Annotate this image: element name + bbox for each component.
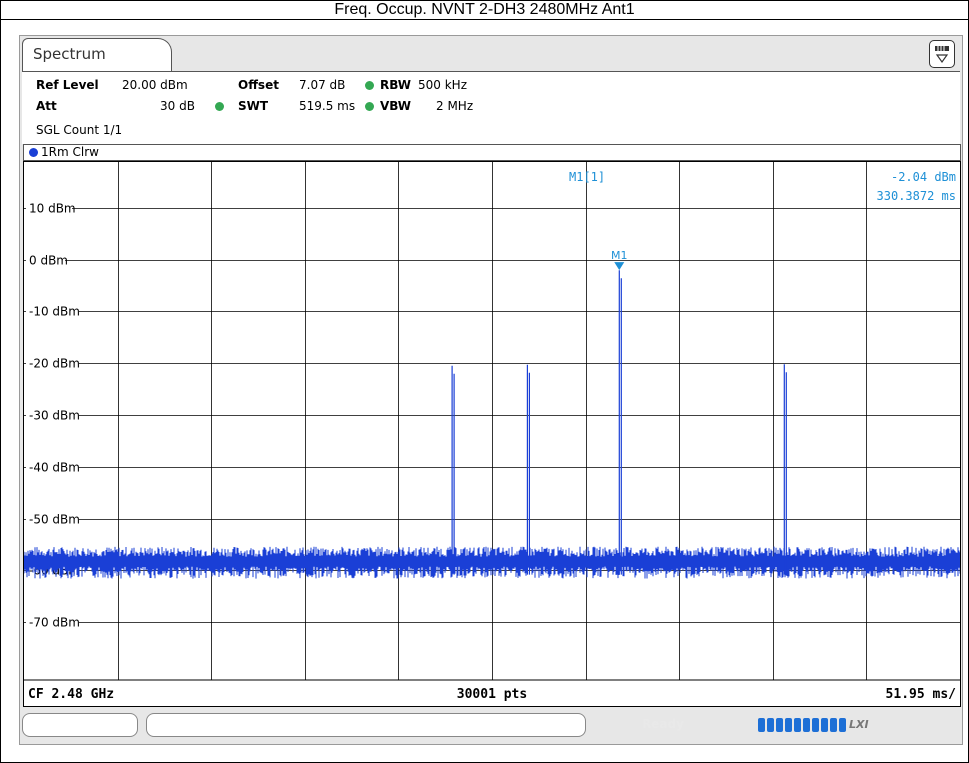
footer-cf: CF 2.48 GHz xyxy=(28,687,114,702)
swt-value: 519.5 ms xyxy=(299,99,356,113)
tab-divider xyxy=(22,71,960,72)
spectrum-plot[interactable]: 10 dBm 0 dBm -10 dBm -20 dBm -30 dBm -40 dBm -… xyxy=(23,162,961,706)
progress-block xyxy=(767,718,774,732)
y-tick-label: -70 dBm xyxy=(29,616,80,630)
tab-spectrum[interactable]: Spectrum xyxy=(22,38,172,72)
plot-frame: 10 dBm 0 dBm -10 dBm -20 dBm -30 dBm -40 dBm -… xyxy=(23,161,961,707)
ref-level-label: Ref Level xyxy=(36,78,99,92)
progress-block xyxy=(839,718,846,732)
grid-lines xyxy=(24,162,960,680)
progress-block xyxy=(794,718,801,732)
att-value: 30 dB xyxy=(160,99,195,113)
offset-status-dot xyxy=(365,81,374,90)
status-field-2[interactable] xyxy=(146,713,586,737)
swt-label: SWT xyxy=(238,99,269,113)
y-tick-bg xyxy=(26,511,79,526)
footer-pts: 30001 pts xyxy=(457,687,527,702)
y-tick-bg xyxy=(26,252,65,267)
y-tick-label: -30 dBm xyxy=(29,409,80,423)
y-tick-label: -10 dBm xyxy=(29,305,80,319)
trace-label: 1Rm Clrw xyxy=(41,145,99,159)
y-tick-bg xyxy=(26,459,79,474)
footer-span: 51.95 ms/ xyxy=(886,687,957,702)
trace-group xyxy=(23,270,961,579)
marker-readout-label: M1[1] xyxy=(569,170,605,184)
trace-peak xyxy=(526,364,530,575)
att-label: Att xyxy=(36,99,57,113)
marker-readout-time: 330.3872 ms xyxy=(877,189,956,203)
progress-indicator xyxy=(758,718,846,732)
att-status-dot xyxy=(215,102,224,111)
ref-level-value: 20.00 dBm xyxy=(122,78,188,92)
y-tick-bg xyxy=(26,355,79,370)
swt-status-dot xyxy=(365,102,374,111)
trace-peak xyxy=(618,270,622,575)
progress-block xyxy=(830,718,837,732)
y-tick-bg xyxy=(26,407,79,422)
rbw-label: RBW xyxy=(380,78,411,92)
rbw-value: 500 kHz xyxy=(418,78,467,92)
report-title: Freq. Occup. NVNT 2-DH3 2480MHz Ant1 xyxy=(0,0,969,20)
y-tick-bg xyxy=(26,614,79,629)
progress-block xyxy=(758,718,765,732)
y-tick-label: 10 dBm xyxy=(29,202,76,216)
status-field-1[interactable] xyxy=(22,713,138,737)
marker-m1-icon xyxy=(614,262,625,271)
offset-value: 7.07 dB xyxy=(299,78,346,92)
y-tick-bg xyxy=(26,200,72,215)
trace-label-bar: 1Rm Clrw xyxy=(23,144,961,161)
offset-label: Offset xyxy=(238,78,279,92)
sgl-count: SGL Count 1/1 xyxy=(36,123,123,137)
progress-block xyxy=(776,718,783,732)
menu-icon[interactable] xyxy=(929,40,955,68)
y-tick-label: -50 dBm xyxy=(29,513,80,527)
y-tick-label: -40 dBm xyxy=(29,461,80,475)
progress-block xyxy=(821,718,828,732)
progress-block xyxy=(812,718,819,732)
trace-indicator-icon xyxy=(29,148,38,157)
y-tick-label: -20 dBm xyxy=(29,357,80,371)
marker-readout-level: -2.04 dBm xyxy=(891,170,956,184)
y-tick-label: 0 dBm xyxy=(29,254,68,268)
progress-block xyxy=(803,718,810,732)
settings-panel: Ref Level 20.00 dBm Offset 7.07 dB RBW 5… xyxy=(22,72,960,144)
progress-block xyxy=(785,718,792,732)
status-text: Ready xyxy=(642,717,684,731)
trace-noise-floor xyxy=(23,546,961,579)
vbw-label: VBW xyxy=(380,99,412,113)
vbw-value: 2 MHz xyxy=(436,99,474,113)
marker-m1-label: M1 xyxy=(611,249,628,262)
trace-peak xyxy=(783,364,787,575)
status-bar: Ready LXI xyxy=(20,713,960,741)
lxi-icon: LXI xyxy=(849,718,869,731)
trace-peak xyxy=(451,365,455,575)
marker-group: M1 xyxy=(611,249,628,271)
y-tick-bg xyxy=(26,303,79,318)
tab-spectrum-label: Spectrum xyxy=(33,45,106,63)
menu-glyph-icon xyxy=(935,46,949,64)
